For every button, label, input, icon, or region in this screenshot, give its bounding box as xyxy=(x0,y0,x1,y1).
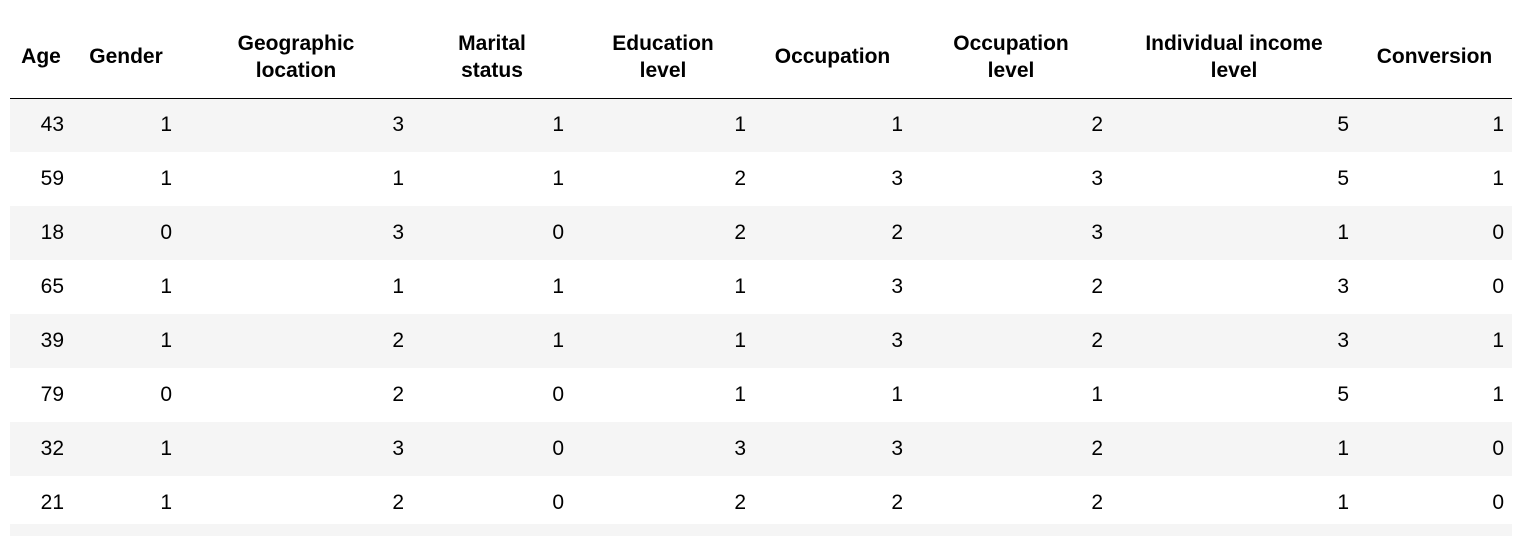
table-cell: 1 xyxy=(572,368,754,422)
table-cell: 3 xyxy=(180,98,412,152)
table-cell: 1 xyxy=(72,152,180,206)
column-header-individual-income-level: Individual income level xyxy=(1111,16,1357,99)
table-cell: 0 xyxy=(1357,422,1512,476)
table-cell: 32 xyxy=(10,422,72,476)
column-header-occupation: Occupation xyxy=(754,16,911,99)
table-cell: 1 xyxy=(754,98,911,152)
table-cell: 5 xyxy=(1111,98,1357,152)
table-row: 32 1 3 0 3 3 2 1 0 xyxy=(10,422,1512,476)
table-row: 18 0 3 0 2 2 3 1 0 xyxy=(10,206,1512,260)
table-cell: 3 xyxy=(754,314,911,368)
table-cell: 21 xyxy=(10,476,72,530)
table-cell: 2 xyxy=(572,206,754,260)
column-header-geographic-location: Geographic location xyxy=(180,16,412,99)
table-row: 65 1 1 1 1 3 2 3 0 xyxy=(10,260,1512,314)
column-header-education-level: Education level xyxy=(572,16,754,99)
table-cell: 2 xyxy=(180,368,412,422)
table-cell: 3 xyxy=(180,422,412,476)
table-header: Age Gender Geographic location Marital s… xyxy=(10,16,1512,99)
table-cell: 1 xyxy=(1111,476,1357,530)
table-cell: 3 xyxy=(572,422,754,476)
table-cell: 1 xyxy=(754,368,911,422)
table-cell: 18 xyxy=(10,206,72,260)
table-cell: 0 xyxy=(1357,260,1512,314)
table-cell: 2 xyxy=(911,98,1111,152)
table-cell: 3 xyxy=(754,152,911,206)
column-header-conversion: Conversion xyxy=(1357,16,1512,99)
table-cell: 0 xyxy=(1357,476,1512,530)
data-table: Age Gender Geographic location Marital s… xyxy=(10,16,1512,530)
table-cell: 3 xyxy=(911,152,1111,206)
column-header-occupation-level: Occupation level xyxy=(911,16,1111,99)
table-cell: 65 xyxy=(10,260,72,314)
table-cell: 3 xyxy=(1111,260,1357,314)
table-cell: 2 xyxy=(911,476,1111,530)
table-cell: 1 xyxy=(1357,98,1512,152)
table-row: 59 1 1 1 2 3 3 5 1 xyxy=(10,152,1512,206)
table-cell: 2 xyxy=(180,476,412,530)
table-cell: 3 xyxy=(911,206,1111,260)
table-cell: 3 xyxy=(180,206,412,260)
table-cell: 2 xyxy=(754,206,911,260)
table-cell: 2 xyxy=(911,260,1111,314)
table-cell: 5 xyxy=(1111,152,1357,206)
table-row: 79 0 2 0 1 1 1 5 1 xyxy=(10,368,1512,422)
table-cell: 1 xyxy=(412,152,572,206)
table-cell: 59 xyxy=(10,152,72,206)
table-cell: 1 xyxy=(412,98,572,152)
table-cell: 5 xyxy=(1111,368,1357,422)
table-cell: 2 xyxy=(572,476,754,530)
table-cell: 0 xyxy=(412,422,572,476)
table-cell: 1 xyxy=(412,314,572,368)
table-cell: 0 xyxy=(72,368,180,422)
table-cell: 3 xyxy=(1111,314,1357,368)
table-row: 43 1 3 1 1 1 2 5 1 xyxy=(10,98,1512,152)
table-row: 21 1 2 0 2 2 2 1 0 xyxy=(10,476,1512,530)
header-row: Age Gender Geographic location Marital s… xyxy=(10,16,1512,99)
table-cell: 1 xyxy=(72,98,180,152)
table-cell: 3 xyxy=(754,422,911,476)
table-cell: 1 xyxy=(72,314,180,368)
table-cell: 1 xyxy=(72,422,180,476)
table-cell: 1 xyxy=(1111,422,1357,476)
table-cell: 1 xyxy=(180,152,412,206)
column-header-marital-status: Marital status xyxy=(412,16,572,99)
table-cell: 1 xyxy=(572,314,754,368)
table-cell: 1 xyxy=(1357,368,1512,422)
table-cell: 0 xyxy=(72,206,180,260)
table-cell: 2 xyxy=(754,476,911,530)
table-cell: 43 xyxy=(10,98,72,152)
table-row: 39 1 2 1 1 3 2 3 1 xyxy=(10,314,1512,368)
table-cell: 1 xyxy=(572,98,754,152)
table-cell: 1 xyxy=(572,260,754,314)
table-body: 43 1 3 1 1 1 2 5 1 59 1 1 1 2 3 3 5 1 18 0 3 0 2 2 3 1 0 65 1 1 1 1 3 2 3 0… xyxy=(10,98,1512,530)
table-cell: 79 xyxy=(10,368,72,422)
table-cell: 1 xyxy=(1111,206,1357,260)
table-cell: 1 xyxy=(412,260,572,314)
table-cell: 1 xyxy=(1357,152,1512,206)
table-cell: 1 xyxy=(72,476,180,530)
table-cell: 39 xyxy=(10,314,72,368)
table-cell: 2 xyxy=(572,152,754,206)
table-cell: 0 xyxy=(1357,206,1512,260)
table-cell: 2 xyxy=(911,422,1111,476)
table-cell: 2 xyxy=(911,314,1111,368)
table-cell: 0 xyxy=(412,206,572,260)
table-cell: 1 xyxy=(72,260,180,314)
table-cell: 0 xyxy=(412,368,572,422)
table-cell: 1 xyxy=(911,368,1111,422)
table-cell: 3 xyxy=(754,260,911,314)
table-cell: 1 xyxy=(1357,314,1512,368)
column-header-age: Age xyxy=(10,16,72,99)
table-cell: 0 xyxy=(412,476,572,530)
table-cell: 1 xyxy=(180,260,412,314)
truncated-row-edge xyxy=(10,524,1512,536)
table-cell: 2 xyxy=(180,314,412,368)
column-header-gender: Gender xyxy=(72,16,180,99)
